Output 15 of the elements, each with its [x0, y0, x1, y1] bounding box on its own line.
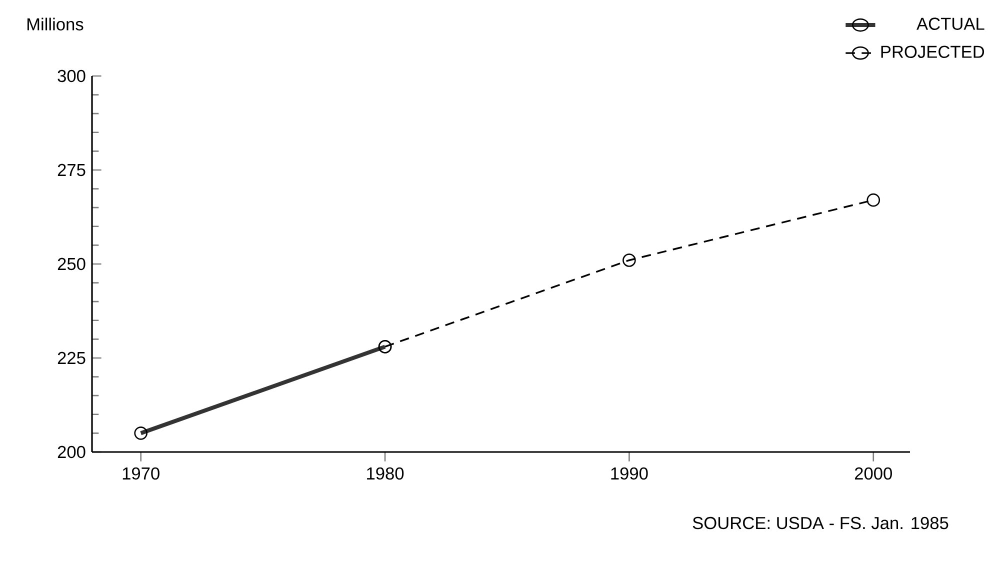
x-tick-label: 2000	[854, 467, 892, 480]
point	[622, 254, 636, 267]
y-tick-label: 225	[58, 352, 86, 364]
y-axis-title: Millions	[27, 18, 84, 30]
legend-label: ACTUAL	[916, 18, 984, 30]
legend-label: PROJECTED	[881, 46, 984, 58]
source-note: SOURCE: USDA - FS. Jan. 1985	[692, 516, 948, 530]
x-tick-label: 1990	[611, 467, 648, 480]
y-tick-label: 300	[58, 70, 86, 82]
y-tick-label: 250	[58, 258, 86, 270]
x-tick-label: 1970	[122, 467, 160, 480]
point	[866, 193, 880, 207]
y-tick-label: 275	[58, 164, 86, 176]
y-tick-label: 200	[58, 446, 86, 458]
x-tick-label: 1980	[367, 467, 404, 480]
